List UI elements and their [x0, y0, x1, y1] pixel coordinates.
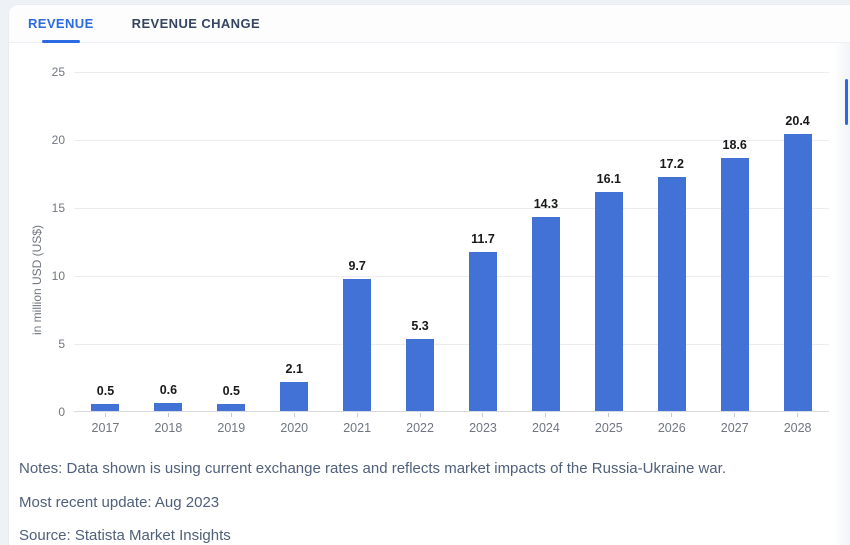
x-label-2018: 2018 [154, 421, 183, 435]
bar-value-2017: 0.5 [96, 384, 115, 398]
gridline-10 [74, 276, 829, 277]
x-label-2027: 2027 [720, 421, 749, 435]
tab-revenue-label: REVENUE [28, 16, 94, 31]
x-cell-2028: 2028 [766, 413, 829, 439]
bar-2023[interactable] [468, 252, 497, 411]
tab-revenue[interactable]: REVENUE [28, 5, 94, 43]
gridline-25 [74, 72, 829, 73]
bar-value-2026: 17.2 [659, 157, 684, 171]
gridline-15 [74, 208, 829, 209]
bar-column-2028: 20.4 [766, 72, 829, 411]
bar-column-2018: 0.6 [137, 72, 200, 411]
x-cell-2020: 2020 [263, 413, 326, 439]
tab-bar: REVENUE REVENUE CHANGE [9, 5, 850, 43]
x-cell-2027: 2027 [703, 413, 766, 439]
x-cell-2024: 2024 [514, 413, 577, 439]
bar-column-2020: 2.1 [263, 72, 326, 411]
bar-column-2023: 11.7 [452, 72, 515, 411]
bar-value-2024: 14.3 [533, 197, 559, 211]
bar-value-2022: 5.3 [411, 319, 429, 333]
bar-value-2021: 9.7 [348, 259, 366, 273]
bar-2018[interactable] [154, 403, 183, 411]
x-tick-2021 [356, 413, 358, 417]
x-cell-2021: 2021 [326, 413, 389, 439]
x-label-2024: 2024 [532, 421, 560, 435]
x-cell-2018: 2018 [137, 413, 200, 439]
tab-revenue-change-label: REVENUE CHANGE [131, 16, 261, 31]
bar-column-2027: 18.6 [703, 72, 766, 411]
y-tick-label-20: 20 [51, 133, 65, 147]
x-tick-2017 [104, 413, 106, 417]
tab-revenue-change[interactable]: REVENUE CHANGE [132, 5, 260, 42]
bar-2019[interactable] [217, 404, 246, 411]
y-tick-label-5: 5 [58, 337, 65, 351]
bar-column-2022: 5.3 [389, 72, 452, 411]
x-label-2019: 2019 [217, 421, 246, 435]
bar-column-2024: 14.3 [514, 72, 577, 411]
x-label-2022: 2022 [406, 421, 434, 435]
x-tick-2023 [482, 413, 484, 417]
bar-2027[interactable] [720, 158, 749, 411]
bar-2025[interactable] [594, 192, 623, 411]
x-tick-2028 [797, 413, 799, 417]
x-label-2020: 2020 [280, 421, 309, 435]
y-tick-label-25: 25 [51, 65, 65, 79]
y-tick-label-15: 15 [51, 201, 65, 215]
x-cell-2019: 2019 [200, 413, 263, 439]
bar-column-2019: 0.5 [200, 72, 263, 411]
bar-value-2020: 2.1 [285, 362, 303, 376]
x-label-2025: 2025 [594, 421, 623, 435]
x-tick-2019 [230, 413, 232, 417]
bar-2026[interactable] [657, 177, 686, 411]
x-axis-labels: 2017 2018 2019 2020 2021 2022 2023 2024 2025 2026… [74, 413, 829, 439]
bar-2024[interactable] [531, 217, 560, 411]
bar-column-2026: 17.2 [640, 72, 703, 411]
bar-2020[interactable] [280, 382, 309, 411]
bar-column-2017: 0.5 [74, 72, 137, 411]
x-cell-2017: 2017 [74, 413, 137, 439]
bar-2021[interactable] [343, 279, 372, 411]
x-label-2021: 2021 [343, 421, 372, 435]
source-text: Source: Statista Market Insights [19, 527, 231, 544]
bar-value-2027: 18.6 [722, 138, 747, 152]
bar-2022[interactable] [406, 339, 435, 411]
x-tick-2025 [608, 413, 610, 417]
plot-area: 0.5 0.6 0.5 2.1 9.7 5.3 11.7 14.3 16.1 17.2 18.6 20… [74, 72, 829, 412]
x-cell-2022: 2022 [389, 413, 452, 439]
active-tab-underline [41, 40, 80, 43]
bar-value-2018: 0.6 [159, 383, 178, 397]
x-label-2017: 2017 [91, 421, 120, 435]
x-tick-2027 [734, 413, 736, 417]
x-label-2028: 2028 [783, 421, 812, 435]
scrollbar-thumb[interactable] [845, 79, 848, 125]
x-tick-2026 [671, 413, 673, 417]
bar-value-2019: 0.5 [222, 384, 240, 398]
x-cell-2025: 2025 [577, 413, 640, 439]
x-label-2026: 2026 [657, 421, 686, 435]
bar-value-2028: 20.4 [785, 114, 810, 128]
x-cell-2023: 2023 [452, 413, 515, 439]
gridline-20 [74, 140, 829, 141]
x-tick-2024 [545, 413, 547, 417]
y-tick-label-10: 10 [51, 269, 65, 283]
bar-column-2021: 9.7 [326, 72, 389, 411]
bar-value-2025: 16.1 [596, 172, 621, 186]
bar-2017[interactable] [91, 404, 120, 411]
gridline-5 [74, 344, 829, 345]
x-cell-2026: 2026 [640, 413, 703, 439]
x-tick-2022 [419, 413, 421, 417]
y-tick-label-0: 0 [58, 405, 65, 419]
bar-2028[interactable] [783, 134, 812, 411]
x-label-2023: 2023 [469, 421, 497, 435]
bar-column-2025: 16.1 [577, 72, 640, 411]
chart-card: REVENUE REVENUE CHANGE in million USD (U… [8, 4, 850, 545]
bar-chart: in million USD (US$) 0 5 10 15 20 25 0.5 0.6 0.… [9, 43, 850, 443]
update-text: Most recent update: Aug 2023 [19, 494, 220, 511]
x-tick-2018 [167, 413, 169, 417]
bar-value-2023: 11.7 [471, 232, 495, 246]
x-tick-2020 [293, 413, 295, 417]
notes-text: Notes: Data shown is using current excha… [19, 460, 726, 477]
